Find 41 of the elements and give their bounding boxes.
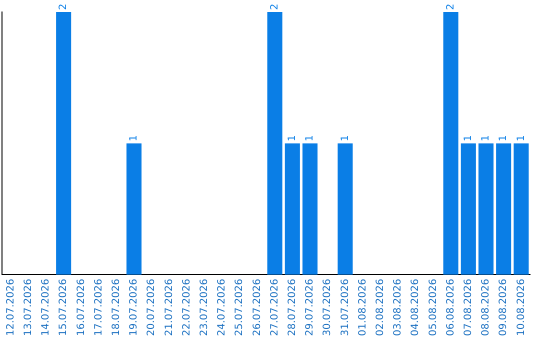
x-tick-label: 17.07.2026 [93,278,104,336]
x-tick-label: 14.07.2026 [40,278,52,336]
x-tick-label: 30.07.2026 [322,278,334,336]
x-tick-label: 24.07.2026 [216,278,228,336]
x-tick-label: 20.07.2026 [146,278,158,336]
x-tick-label: 21.07.2026 [164,278,175,336]
x-tick-label: 12.07.2026 [5,278,16,336]
x-tick-label: 18.07.2026 [110,278,122,336]
x-tick-label: 27.07.2026 [269,278,280,336]
x-tick-label: 06.08.2026 [445,278,456,336]
x-tick-label: 16.07.2026 [76,278,87,336]
data-label: 2 [445,4,456,10]
x-tick-label: 25.07.2026 [234,278,246,336]
data-label: 1 [304,134,316,142]
x-tick-label: 23.07.2026 [198,278,210,336]
x-tick-label: 26.07.2026 [252,278,263,336]
x-tick-label: 10.08.2026 [516,278,527,336]
data-label: 1 [462,134,474,142]
x-tick-label: 22.07.2026 [181,278,192,336]
x-tick-label: 09.08.2026 [498,278,510,336]
data-label: 1 [498,134,510,142]
x-tick-label: 28.07.2026 [286,278,298,336]
x-tick-label: 05.08.2026 [428,278,439,336]
data-label: 2 [269,4,280,10]
x-tick-label: 07.08.2026 [462,278,474,336]
x-tick-label: 19.07.2026 [128,278,140,336]
data-label: 1 [128,134,140,142]
x-tick-label: 31.07.2026 [340,278,351,336]
data-label: 2 [58,4,70,10]
data-label: 1 [480,134,492,142]
x-tick-label: 01.08.2026 [357,278,368,336]
x-tick-label: 13.07.2026 [22,278,34,336]
x-tick-label: 15.07.2026 [58,278,70,336]
data-label: 1 [286,134,298,142]
x-tick-label: 03.08.2026 [392,278,404,336]
data-label: 1 [340,134,351,142]
x-tick-label: 04.08.2026 [410,278,422,336]
x-tick-label: 02.08.2026 [374,278,386,336]
x-tick-label: 29.07.2026 [304,278,316,336]
data-label: 1 [516,134,527,142]
x-tick-label: 08.08.2026 [480,278,492,336]
